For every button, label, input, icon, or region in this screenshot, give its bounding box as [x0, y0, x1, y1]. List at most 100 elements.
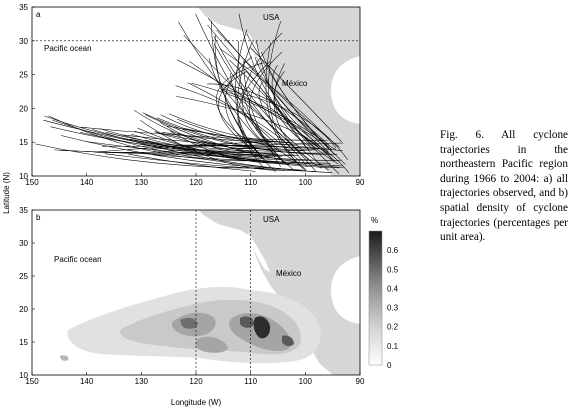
x-tick-label: 110 — [244, 178, 257, 187]
trajectory-line — [168, 113, 293, 143]
colorbar-tick-label: 0.6 — [387, 246, 399, 255]
x-tick-label: 140 — [80, 377, 94, 386]
trajectory-line — [140, 119, 285, 171]
x-tick-label: 150 — [25, 178, 39, 187]
trajectory-line — [238, 13, 332, 156]
trajectory-line — [243, 60, 281, 167]
trajectory-line — [247, 86, 337, 150]
x-tick-label: 90 — [356, 377, 365, 386]
trajectory-line — [80, 126, 328, 141]
panel-b-usa-label: USA — [263, 215, 280, 224]
x-tick-label: 120 — [189, 377, 203, 386]
land-mass-a — [198, 7, 360, 176]
trajectory-line — [220, 88, 348, 161]
trajectory-line — [213, 36, 329, 171]
trajectory-line — [195, 13, 283, 162]
trajectory-line — [99, 128, 313, 161]
trajectory-line — [44, 115, 253, 153]
trajectory-line — [162, 144, 330, 150]
figure-caption: Fig. 6. All cyclone trajectories in the … — [440, 129, 568, 244]
x-tick-label: 100 — [299, 178, 313, 187]
x-tick-label: 140 — [80, 178, 94, 187]
colorbar-tick-label: 0.2 — [387, 323, 399, 332]
y-tick-label: 30 — [19, 239, 28, 248]
x-tick-label: 130 — [135, 377, 149, 386]
x-tick-label: 90 — [356, 178, 365, 187]
y-tick-label: 20 — [19, 104, 28, 113]
gulf-of-mexico-a — [330, 56, 360, 124]
y-tick-label: 30 — [19, 37, 28, 46]
trajectory-line — [134, 130, 340, 169]
y-tick-label: 20 — [19, 305, 28, 314]
colorbar-tick-label: 0.5 — [387, 265, 399, 274]
trajectory-line — [85, 141, 321, 165]
gulf-of-mexico-b — [330, 256, 360, 324]
panel-a-ticks: 150 140 130 120 110 100 90 10 15 20 25 30 35 — [19, 3, 365, 187]
trajectory-line — [242, 32, 283, 149]
trajectory-line — [175, 85, 308, 167]
trajectory-line — [183, 34, 310, 160]
trajectories — [35, 13, 350, 175]
colorbar-tick-label: 0.4 — [387, 284, 399, 293]
y-tick-label: 35 — [19, 206, 28, 215]
colorbar-tick-label: 0.1 — [387, 342, 399, 351]
trajectory-line — [35, 143, 265, 169]
y-axis-label: Latitude (N) — [2, 172, 11, 214]
trajectory-line — [248, 51, 283, 154]
trajectory-line — [104, 153, 318, 172]
y-tick-label: 25 — [19, 71, 28, 80]
y-tick-label: 10 — [19, 172, 28, 181]
colorbar-tick-label: 0 — [387, 361, 392, 370]
trajectory-line — [160, 114, 269, 144]
panel-a-ocean-label: Pacific ocean — [44, 44, 92, 53]
panel-b-mexico-label: México — [276, 269, 302, 278]
x-tick-label: 110 — [244, 377, 257, 386]
trajectory-line — [93, 141, 278, 153]
panel-b-label: b — [36, 213, 41, 222]
y-tick-label: 15 — [19, 338, 28, 347]
trajectory-line — [191, 82, 334, 162]
trajectory-line — [230, 73, 298, 164]
trajectory-line — [133, 109, 253, 149]
trajectory-line — [216, 62, 264, 144]
x-tick-label: 150 — [25, 377, 39, 386]
panel-b: b Pacific ocean USA México 150 140 130 120 1… — [19, 206, 399, 386]
trajectory-line — [249, 46, 342, 142]
y-tick-label: 15 — [19, 138, 28, 147]
trajectory-line — [229, 59, 311, 147]
trajectory-line — [210, 20, 276, 173]
colorbar — [368, 230, 383, 366]
trajectory-line — [235, 29, 271, 164]
trajectory-line — [80, 132, 301, 165]
trajectory-line — [220, 89, 330, 145]
x-tick-label: 120 — [189, 178, 203, 187]
density-field — [60, 286, 321, 364]
trajectory-line — [48, 115, 251, 162]
trajectory-line — [225, 56, 263, 159]
trajectory-line — [161, 132, 277, 142]
x-tick-label: 130 — [135, 178, 149, 187]
trajectory-line — [122, 134, 313, 152]
trajectory-line — [43, 119, 344, 168]
trajectory-line — [152, 154, 331, 164]
trajectory-line — [273, 63, 321, 169]
trajectory-line — [178, 21, 278, 145]
colorbar-unit: % — [371, 216, 378, 225]
y-tick-label: 25 — [19, 272, 28, 281]
trajectory-line — [160, 122, 280, 157]
trajectory-line — [177, 132, 276, 156]
colorbar-ticks: 0 0.1 0.2 0.3 0.4 0.5 0.6 — [387, 246, 399, 370]
trajectory-line — [274, 71, 316, 151]
trajectory-line — [207, 18, 329, 153]
trajectory-line — [207, 24, 340, 175]
y-tick-label: 35 — [19, 3, 28, 12]
panel-b-ocean-label: Pacific ocean — [54, 255, 102, 264]
trajectory-line — [168, 149, 313, 154]
trajectory-line — [182, 127, 318, 145]
panel-a: a Pacific ocean USA México 150 140 130 120 1… — [19, 3, 365, 187]
panel-a-mexico-label: México — [282, 79, 308, 88]
trajectory-line — [156, 117, 338, 155]
trajectory-line — [213, 43, 295, 152]
gulf-of-california-b — [248, 232, 270, 272]
